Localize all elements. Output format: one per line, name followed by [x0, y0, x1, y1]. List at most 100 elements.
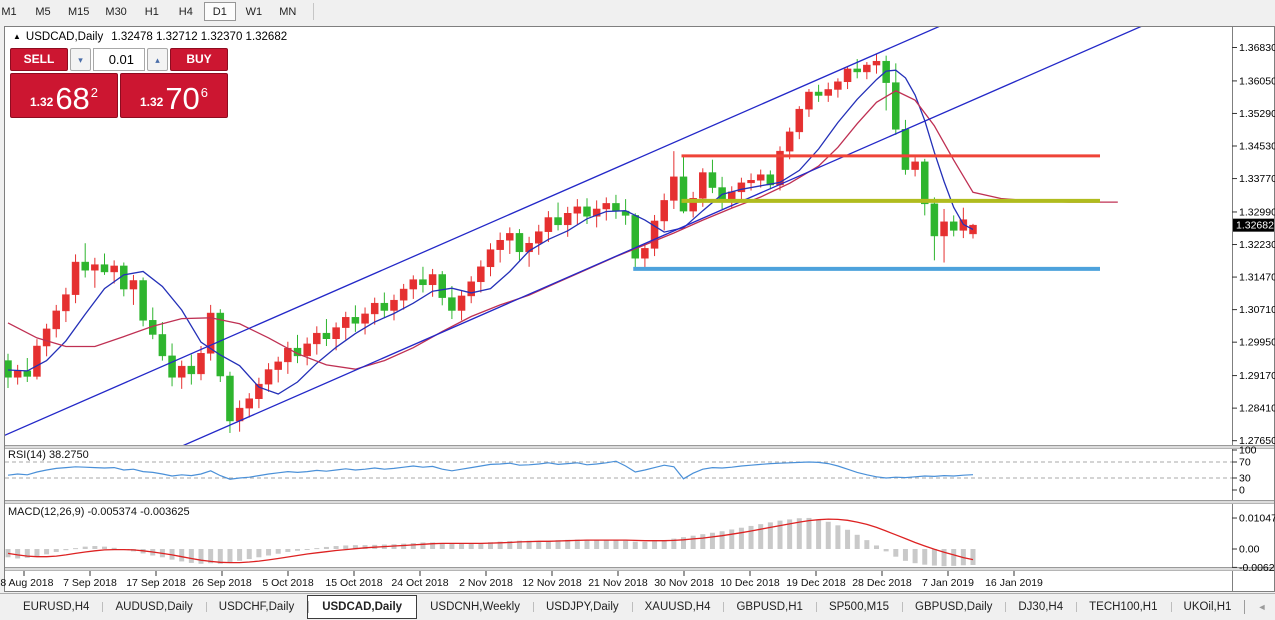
- volume-input[interactable]: 0.01: [93, 48, 145, 71]
- candle-body: [274, 361, 282, 370]
- date-tick-label: 16 Jan 2019: [985, 577, 1043, 589]
- macd-bar: [401, 543, 407, 549]
- rsi-tick-label: 100: [1239, 445, 1257, 457]
- macd-bar: [632, 541, 638, 549]
- collapse-arrow-icon[interactable]: ▲: [13, 32, 21, 41]
- channel-upper-trendline[interactable]: [0, 0, 1232, 437]
- macd-bar: [767, 522, 773, 549]
- sell-button[interactable]: SELL: [10, 48, 68, 71]
- chart-tab-ukoil[interactable]: UKOil,H1: [1170, 597, 1245, 617]
- rsi-tick-label: 0: [1239, 485, 1245, 497]
- date-tick-label: 7 Jan 2019: [922, 577, 974, 589]
- channel-lower-trendline[interactable]: [0, 0, 1232, 526]
- macd-bar: [15, 549, 21, 559]
- candle-body: [177, 365, 186, 378]
- splitter-main-rsi[interactable]: [5, 445, 1274, 450]
- chart-tab-tech100[interactable]: TECH100,H1: [1076, 597, 1170, 617]
- candle-body: [264, 369, 273, 385]
- volume-decrease-button[interactable]: ▾: [70, 48, 91, 71]
- date-tick-label: 5 Oct 2018: [262, 577, 314, 589]
- chart-tab-gbpusd[interactable]: GBPUSD,H1: [723, 597, 815, 617]
- candle-body: [535, 231, 543, 244]
- date-tick-label: 30 Nov 2018: [654, 577, 714, 589]
- chart-tab-audusd[interactable]: AUDUSD,Daily: [102, 597, 205, 617]
- candle-body: [245, 398, 253, 409]
- trade-panel-top-row: SELL ▾ 0.01 ▴ BUY: [10, 48, 228, 71]
- macd-bar: [902, 549, 908, 561]
- sell-price-big: 68: [55, 81, 90, 116]
- tab-scroll-buttons: ◄ ►: [1244, 600, 1275, 614]
- macd-bar: [565, 539, 571, 549]
- macd-axis[interactable]: 0.010474 0.00 -0.006218: [1232, 513, 1275, 574]
- rsi-pane[interactable]: [5, 460, 1232, 480]
- candle-body: [370, 302, 379, 315]
- splitter-rsi-macd[interactable]: [5, 500, 1274, 505]
- macd-bar: [237, 549, 243, 561]
- timeframe-button-h4[interactable]: H4: [170, 2, 202, 21]
- chart-tab-usdcad[interactable]: USDCAD,Daily: [307, 595, 418, 619]
- macd-signal-line: [7, 518, 974, 564]
- timeframe-button-m30[interactable]: M30: [98, 2, 133, 21]
- timeframe-button-m5[interactable]: M5: [27, 2, 59, 21]
- buy-price-small: 1.32: [139, 95, 164, 109]
- candle-body: [853, 68, 861, 73]
- chart-tab-usdchf[interactable]: USDCHF,Daily: [205, 597, 307, 617]
- candle-body: [52, 310, 60, 330]
- macd-bar: [488, 542, 493, 549]
- chart-tab-xauusd[interactable]: XAUUSD,H4: [631, 597, 724, 617]
- price-tick-label: 1.29170: [1239, 370, 1275, 382]
- timeframe-button-mn[interactable]: MN: [272, 2, 304, 21]
- candle-body: [573, 206, 582, 214]
- chart-tab-dj30[interactable]: DJ30,H4: [1005, 597, 1076, 617]
- chart-tab-gbpusd[interactable]: GBPUSD,Daily: [902, 597, 1005, 617]
- macd-bar: [584, 539, 590, 549]
- candle-body: [438, 274, 446, 298]
- splitter-macd-dates[interactable]: [5, 567, 1274, 572]
- tabs-scroll-left-button[interactable]: ◄: [1257, 602, 1267, 612]
- rsi-tick-label: 30: [1239, 473, 1251, 485]
- chart-tab-usdcnh[interactable]: USDCNH,Weekly: [430, 601, 520, 613]
- candle-body: [921, 161, 929, 205]
- candle-body: [641, 248, 649, 259]
- symbol-period-label: USDCAD,Daily: [25, 31, 104, 43]
- macd-bar: [796, 518, 802, 549]
- candle-body: [563, 213, 572, 226]
- macd-bar: [777, 520, 783, 549]
- date-tick-label: 2 Nov 2018: [459, 577, 513, 589]
- rsi-label: RSI(14) 38.2750: [8, 449, 89, 461]
- candle-body: [805, 91, 813, 110]
- chart-tab-sp500[interactable]: SP500,M15: [815, 597, 902, 617]
- candle-body: [515, 233, 524, 253]
- date-axis[interactable]: 28 Aug 2018 7 Sep 2018 17 Sep 2018 26 Sep 2…: [0, 571, 1043, 589]
- volume-increase-button[interactable]: ▴: [147, 48, 168, 71]
- chart-tab-eurusd[interactable]: EURUSD,H4: [23, 601, 90, 613]
- macd-pane[interactable]: [5, 517, 976, 567]
- buy-price-button[interactable]: 1.32 70 6: [120, 73, 228, 118]
- chart-tab-usdjpy[interactable]: USDJPY,Daily: [532, 597, 632, 617]
- price-tick-label: 1.31470: [1239, 272, 1275, 284]
- timeframe-button-w1[interactable]: W1: [238, 2, 270, 21]
- candle-body: [187, 365, 196, 375]
- candle-body: [13, 370, 22, 378]
- candle-body: [303, 343, 311, 357]
- date-tick-label: 7 Sep 2018: [63, 577, 117, 589]
- candle-body: [949, 221, 958, 231]
- timeframe-button-d1[interactable]: D1: [203, 2, 236, 21]
- sell-price-button[interactable]: 1.32 68 2: [10, 73, 118, 118]
- candle-body: [834, 81, 842, 90]
- rsi-tick-label: 70: [1239, 457, 1251, 469]
- timeframe-button-h1[interactable]: H1: [136, 2, 168, 21]
- macd-bar: [304, 549, 310, 550]
- timeframe-button-m1[interactable]: M1: [0, 2, 25, 21]
- candle-body: [390, 299, 398, 311]
- main-price-pane[interactable]: [0, 0, 1232, 526]
- timeframe-button-m15[interactable]: M15: [61, 2, 96, 21]
- buy-button[interactable]: BUY: [170, 48, 228, 71]
- candle-body: [602, 203, 611, 210]
- price-tick-label: 1.32230: [1239, 239, 1275, 251]
- price-axis[interactable]: 1.36830 1.36050 1.35290 1.34530 1.33770 1.329…: [1232, 26, 1275, 592]
- macd-bar: [681, 537, 686, 549]
- macd-bar: [275, 549, 281, 554]
